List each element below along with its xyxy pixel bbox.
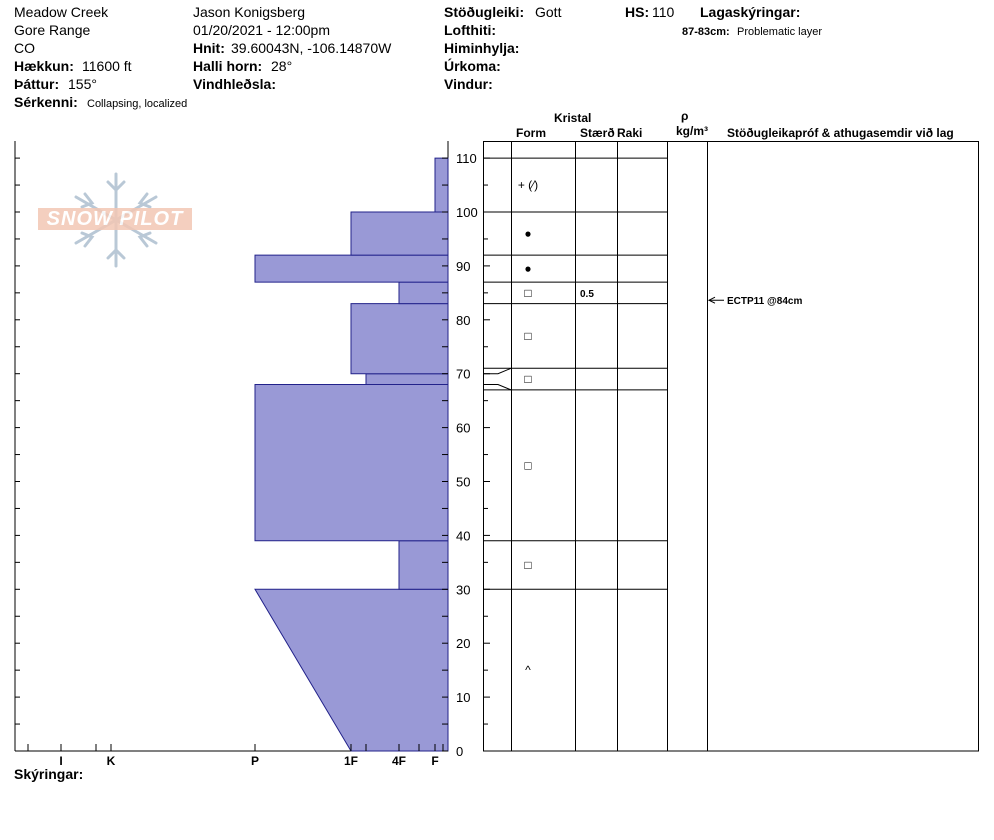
hardness-bar-7 (350, 211, 449, 256)
grain-size-value: 0.5 (580, 289, 594, 300)
hardness-tick-label: 1F (344, 754, 358, 768)
grain-form-symbol: □ (524, 329, 531, 343)
layer-connector-line (483, 367, 512, 375)
slope-value: 28° (271, 58, 293, 74)
air-temp-label: Lofthiti: (444, 22, 497, 38)
aspect-value: 155° (68, 76, 97, 92)
hardness-bar-1 (398, 540, 449, 590)
hardness-bar-4 (350, 303, 449, 375)
location-name: Meadow Creek (14, 4, 109, 20)
depth-tick-label: 100 (456, 205, 478, 220)
legend-range: 87-83cm: (682, 26, 730, 38)
layer-connector-line (483, 383, 512, 391)
elevation-value: 11600 ft (82, 58, 132, 74)
hs-label: HS: (625, 4, 650, 20)
depth-tick-label: 40 (456, 528, 470, 543)
hardness-bar-0 (254, 588, 449, 752)
depth-tick-label: 110 (456, 151, 477, 166)
grain-form-symbol: □ (524, 372, 531, 386)
hardness-tick-label: 4F (392, 754, 406, 768)
crystal-group-header: Kristal (554, 111, 592, 125)
hardness-bar-6 (254, 254, 449, 283)
coords-value: 39.60043N, -106.14870W (231, 40, 392, 56)
hs-value: 110 (652, 4, 675, 20)
hardness-tick-label: I (59, 754, 62, 768)
legend-text: Problematic layer (737, 26, 822, 38)
features-value: Collapsing, localized (87, 98, 188, 110)
features-label: Sérkenni: (14, 94, 78, 110)
snowpilot-logo: SNOW PILOT (38, 170, 198, 270)
grain-form-symbol: □ (524, 286, 531, 300)
hardness-bar-5 (398, 281, 449, 305)
stability-value: Gott (535, 4, 562, 20)
density-unit: kg/m³ (676, 124, 709, 138)
moisture-header: Raki (617, 126, 643, 140)
depth-tick-label: 0 (456, 744, 463, 759)
observation-datetime: 01/20/2021 - 12:00pm (193, 22, 330, 38)
wind-label: Vindur: (444, 76, 493, 92)
wind-loading-label: Vindhleðsla: (193, 76, 276, 92)
test-arrow-head (707, 296, 716, 304)
density-symbol: ρ (681, 109, 689, 123)
depth-tick-label: 50 (456, 475, 470, 490)
depth-tick-label: 70 (456, 367, 470, 382)
hardness-tick-label: K (107, 754, 116, 768)
tests-header: Stöðugleikapróf & athugasemdir við lag (727, 126, 954, 140)
depth-tick-label: 30 (456, 582, 470, 597)
grain-form-symbol: ● (524, 227, 531, 241)
form-header: Form (516, 126, 546, 140)
grain-form-symbol: + (⁄) (518, 178, 538, 192)
sky-label: Himinhylja: (444, 40, 520, 56)
elevation-label: Hækkun: (14, 58, 74, 74)
aspect-label: Þáttur: (14, 76, 60, 92)
depth-tick-label: 90 (456, 259, 470, 274)
hardness-tick-label: F (431, 754, 438, 768)
hardness-bar-2 (254, 383, 449, 542)
hardness-tick-label: P (251, 754, 259, 768)
grain-form-symbol: ^ (525, 663, 531, 677)
slope-label: Halli horn: (193, 58, 263, 74)
state-name: CO (14, 40, 35, 56)
precip-label: Úrkoma: (444, 58, 501, 74)
legend-title: Lagaskýringar: (700, 4, 801, 20)
layer-table-frame (483, 141, 979, 752)
grain-form-symbol: □ (524, 458, 531, 472)
depth-tick-label: 80 (456, 313, 470, 328)
comments-label: Skýringar: (14, 766, 84, 782)
grain-form-symbol: ● (524, 262, 531, 276)
depth-tick-label: 20 (456, 636, 470, 651)
depth-tick-label: 60 (456, 421, 470, 436)
range-name: Gore Range (14, 22, 91, 38)
hardness-bar-3 (365, 373, 449, 385)
observer-name: Jason Konigsberg (193, 4, 306, 20)
logo-text: SNOW PILOT (38, 208, 192, 230)
stability-label: Stöðugleiki: (444, 4, 525, 20)
grain-form-symbol: □ (524, 558, 531, 572)
size-header: Stærð (580, 126, 615, 140)
depth-tick-label: 10 (456, 690, 470, 705)
coords-label: Hnit: (193, 40, 225, 56)
stability-test-label: ECTP11 @84cm (727, 296, 802, 307)
